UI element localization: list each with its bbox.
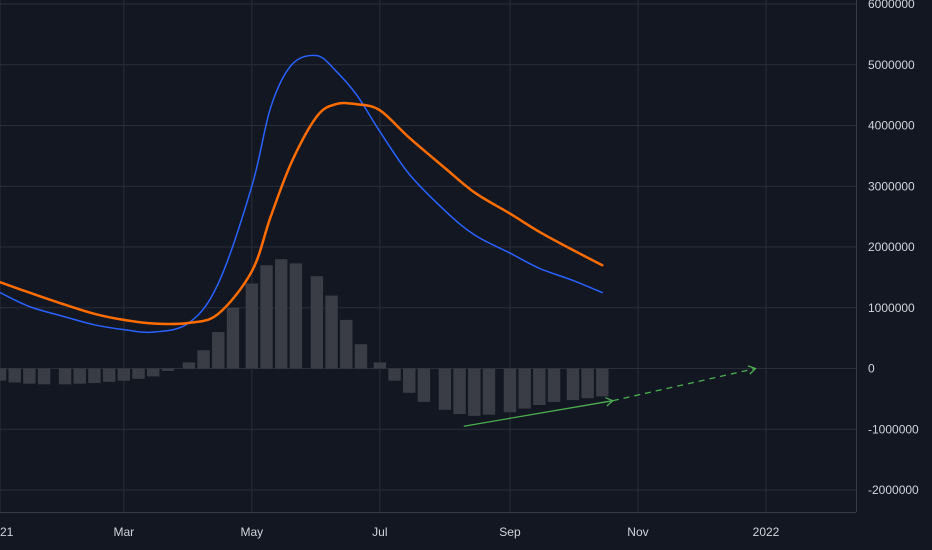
histogram-bar: [340, 319, 353, 369]
time-scale[interactable]: 2021 Mar May Jul Sep Nov 2022: [0, 525, 780, 539]
histogram-bar: [533, 368, 546, 405]
histogram-bar: [403, 368, 416, 393]
x-tick-label: Jul: [372, 525, 387, 539]
histogram-bar: [310, 276, 324, 369]
histogram-bar: [161, 368, 175, 371]
x-tick-label: Mar: [113, 525, 134, 539]
y-tick-label: 2000000: [868, 240, 915, 254]
histogram-bar: [212, 332, 225, 369]
histogram-bar: [0, 368, 7, 381]
price-scale[interactable]: 6000000 5000000 4000000 3000000 2000000 10000…: [868, 0, 919, 497]
histogram-bar: [8, 368, 21, 383]
y-tick-label: 5000000: [868, 58, 915, 72]
histogram-bar: [147, 368, 160, 377]
x-tick-label: 2021: [0, 525, 14, 539]
histogram-bar: [438, 368, 452, 410]
histogram-bar: [73, 368, 86, 384]
y-tick-label: -2000000: [868, 483, 919, 497]
histogram-bar: [566, 368, 580, 401]
y-tick-label: 4000000: [868, 119, 915, 133]
signal-line: [0, 101, 604, 326]
x-tick-label: Sep: [499, 525, 521, 539]
annotations: [463, 365, 757, 427]
histogram-bar: [245, 283, 259, 369]
projection-arrow[interactable]: [612, 367, 756, 402]
histogram-bar: [37, 368, 51, 385]
histogram-bar: [388, 368, 401, 381]
histogram-bar: [88, 368, 101, 384]
y-tick-label: -1000000: [868, 422, 919, 436]
divergence-arrow[interactable]: [463, 400, 613, 427]
y-tick-label: 3000000: [868, 179, 915, 193]
x-tick-label: Nov: [627, 525, 648, 539]
grid: [0, 0, 856, 512]
histogram-bar: [117, 368, 131, 381]
histogram-bar: [503, 368, 517, 413]
histogram-bar: [373, 362, 387, 369]
histogram-bar: [182, 362, 196, 369]
lines: [0, 54, 604, 334]
histogram-bar: [354, 344, 368, 369]
y-tick-label: 0: [868, 362, 875, 376]
histogram-bar: [482, 368, 496, 415]
arrowhead: [605, 397, 615, 407]
histogram-bar: [596, 368, 609, 397]
histogram-bar: [275, 259, 288, 369]
arrowhead: [747, 365, 757, 375]
histogram-bar: [197, 350, 210, 369]
histogram-bar: [260, 265, 273, 369]
histogram-bar: [581, 368, 594, 399]
histogram-bar: [547, 368, 561, 402]
histogram-bar: [102, 368, 116, 382]
macd-line: [0, 54, 604, 334]
y-tick-label: 1000000: [868, 301, 915, 315]
histogram-bar: [289, 263, 303, 369]
histogram-bar: [132, 368, 145, 379]
histogram-bar: [518, 368, 531, 409]
histogram-bar: [325, 295, 338, 369]
histogram-bar: [468, 368, 481, 416]
x-tick-label: May: [240, 525, 263, 539]
histogram-bar: [226, 307, 240, 369]
histogram-bar: [58, 368, 72, 385]
histogram: [0, 259, 609, 416]
histogram-bar: [453, 368, 466, 415]
x-tick-label: 2022: [753, 525, 780, 539]
histogram-bar: [23, 368, 36, 384]
y-tick-label: 6000000: [868, 0, 915, 11]
histogram-bar: [417, 368, 431, 402]
